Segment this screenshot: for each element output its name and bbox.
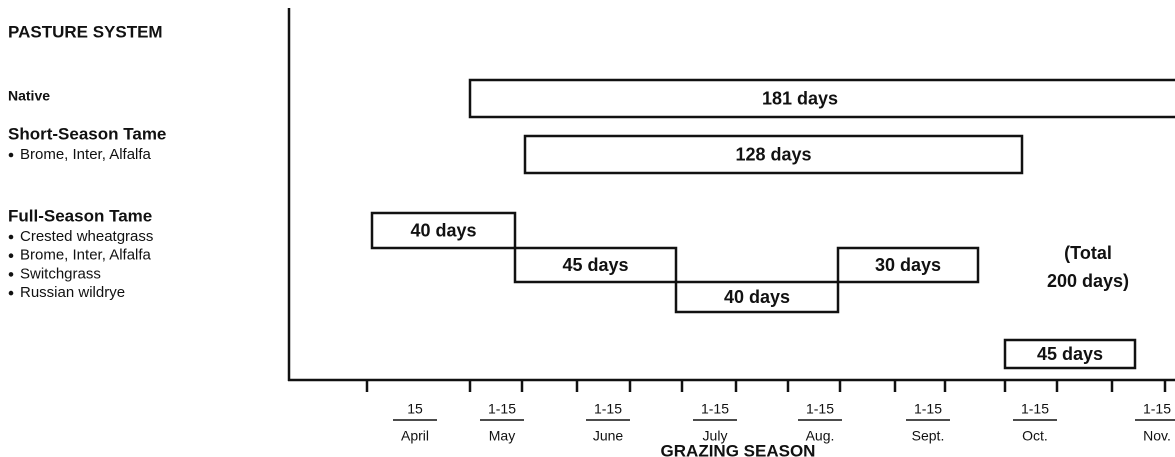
bar-label: 45 days [1037, 344, 1103, 364]
month-day: 1-15 [488, 401, 516, 417]
month-day: 1-15 [914, 401, 942, 417]
bullet [8, 253, 14, 258]
month-name: June [593, 428, 624, 444]
bullet [8, 152, 14, 158]
month-day: 1-15 [701, 401, 729, 417]
month-name: April [401, 428, 429, 444]
month-name: July [703, 428, 728, 444]
bar [370, 211, 517, 250]
bar-label: 40 days [410, 220, 476, 240]
month-day: 1-15 [594, 401, 622, 417]
month-name: Nov. [1143, 428, 1171, 444]
bar [1003, 338, 1137, 370]
axis-title: GRAZING SEASON [661, 441, 816, 457]
system-name: Short-Season Tame [8, 124, 166, 143]
bar [513, 246, 678, 284]
bar [836, 246, 980, 284]
month-name: May [489, 428, 515, 444]
month-day: 15 [407, 401, 423, 417]
month-name: Oct. [1022, 428, 1048, 444]
bar-label: 128 days [735, 144, 811, 164]
system-item: Crested wheatgrass [20, 228, 153, 245]
system-item: Russian wildrye [20, 284, 125, 301]
system-item: Switchgrass [20, 265, 101, 282]
month-day: 1-15 [1021, 401, 1049, 417]
month-day: 1-15 [1143, 401, 1171, 417]
system-item: Brome, Inter, Alfalfa [20, 247, 152, 264]
note: 200 days) [1047, 271, 1129, 291]
month-name: Aug. [806, 428, 835, 444]
system-name: Native [8, 88, 50, 104]
bar [468, 78, 1175, 119]
bullet [8, 234, 14, 240]
month-day: 1-15 [806, 401, 834, 417]
month-name: Sept. [912, 428, 945, 444]
note: (Total [1064, 243, 1112, 263]
title: PASTURE SYSTEM [8, 22, 163, 41]
bullet [8, 272, 14, 277]
bullet [8, 290, 14, 296]
bar-label: 181 days [762, 88, 838, 108]
bar-label: 45 days [562, 255, 628, 275]
bar-label: 30 days [875, 255, 941, 275]
bar [674, 280, 840, 314]
bar [523, 134, 1024, 175]
system-name: Full-Season Tame [8, 206, 152, 225]
system-item: Brome, Inter, Alfalfa [20, 146, 152, 163]
bar-label: 40 days [724, 287, 790, 307]
